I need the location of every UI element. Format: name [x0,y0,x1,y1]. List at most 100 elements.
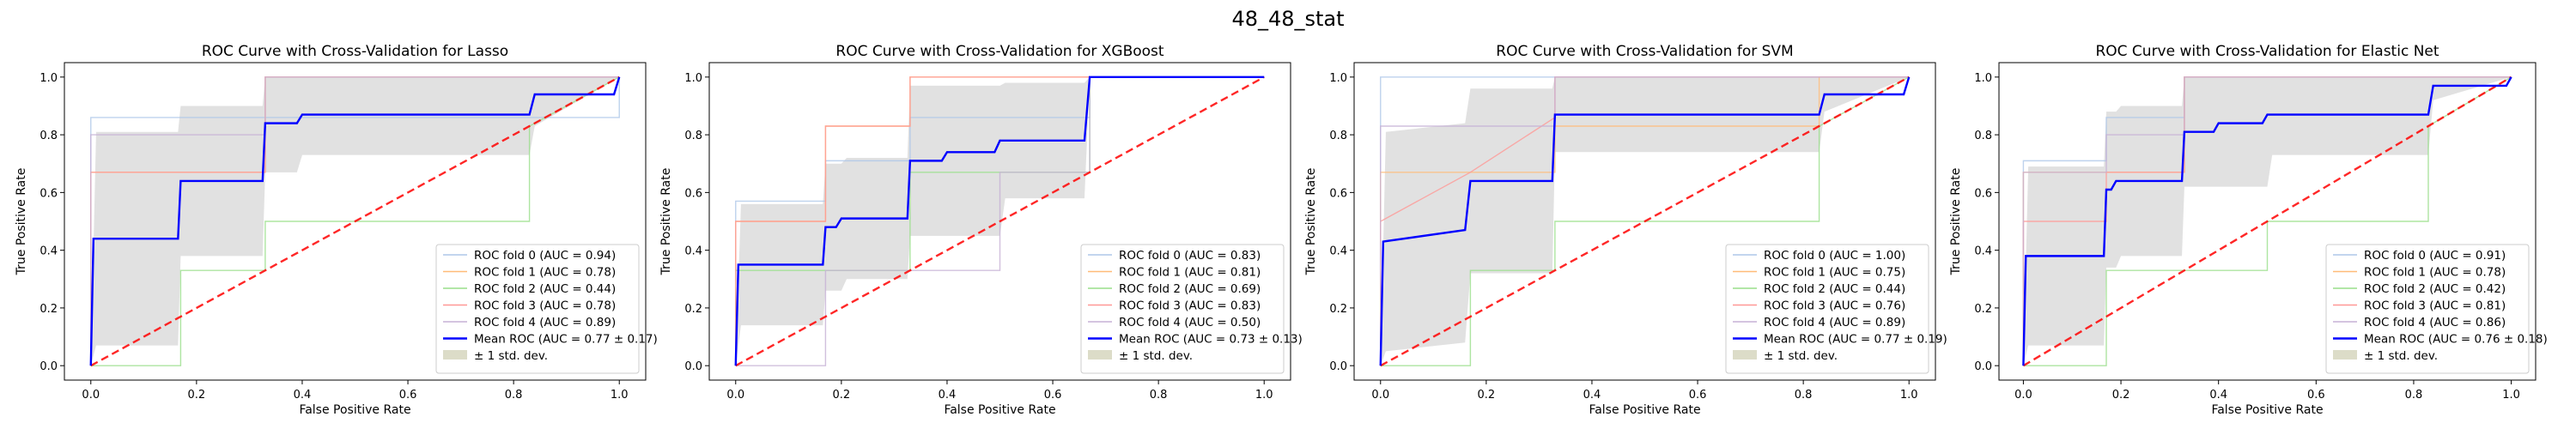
y-tick-label: 0.4 [684,245,702,258]
legend-mean-label: Mean ROC (AUC = 0.76 ± 0.18) [2364,333,2548,347]
y-tick-label: 1.0 [39,72,58,85]
legend-box [1725,244,1929,374]
x-tick-label: 0.0 [1371,389,1389,402]
legend-fold-2-label: ROC fold 2 (AUC = 0.44) [1764,282,1905,296]
x-tick-label: 0.6 [2307,389,2325,402]
y-tick-label: 1.0 [1329,72,1347,85]
y-tick-label: 0.8 [39,130,58,142]
mean-roc-line [1379,76,1911,366]
y-axis-label: True Positive Rate [1304,168,1318,276]
y-tick-label: 1.0 [1974,72,1992,85]
legend-fold-1-label: ROC fold 1 (AUC = 0.78) [474,266,616,280]
legend-box [1080,244,1285,374]
x-tick-label: 0.8 [2405,389,2423,402]
x-tick-label: 0.2 [188,389,206,402]
roc-panel-2: 0.0 0.0 0.2 0.2 0.4 0.4 0.6 0.6 0.8 0.8 1.0 1.0 ROC … [1304,43,1947,417]
x-tick-label: 0.8 [1150,389,1168,402]
mean-roc-line [89,76,621,366]
legend-fold-3-label: ROC fold 3 (AUC = 0.78) [474,299,616,313]
legend-fold-0-label: ROC fold 0 (AUC = 0.83) [1119,249,1261,263]
x-tick-label: 0.4 [1583,389,1601,402]
y-axis-label: True Positive Rate [1949,168,1963,276]
legend-fold-2-label: ROC fold 2 (AUC = 0.42) [2364,282,2506,296]
x-tick-label: 0.4 [2209,389,2227,402]
roc-fold-2-line [90,76,620,366]
y-tick-label: 0.6 [1329,187,1347,200]
y-tick-label: 0.0 [684,360,702,373]
roc-panel-0: 0.0 0.0 0.2 0.2 0.4 0.4 0.6 0.6 0.8 0.8 1.0 1.0 ROC … [15,43,658,417]
legend-mean-label: Mean ROC (AUC = 0.77 ± 0.17) [474,333,658,347]
legend-mean-label: Mean ROC (AUC = 0.77 ± 0.19) [1764,333,1947,347]
legend-mean-label: Mean ROC (AUC = 0.73 ± 0.13) [1119,333,1303,347]
mean-roc-line [734,76,1265,366]
y-tick-label: 0.4 [39,245,58,258]
legend-fold-4-label: ROC fold 4 (AUC = 0.89) [1764,316,1905,329]
legend-band-label: ± 1 std. dev. [2364,349,2438,363]
x-tick-label: 1.0 [1255,389,1273,402]
figure-title: 48_48_stat [1231,7,1344,31]
chance-line [735,76,1265,367]
roc-fold-4-line [2022,76,2512,366]
legend-fold-0-label: ROC fold 0 (AUC = 1.00) [1764,249,1905,263]
y-axis-label: True Positive Rate [15,168,28,276]
x-tick-label: 0.2 [833,389,851,402]
x-axis-label: False Positive Rate [2211,403,2323,417]
x-tick-label: 0.8 [1795,389,1813,402]
y-tick-label: 0.2 [684,303,702,316]
roc-fold-3-line [735,76,1265,366]
legend-band-swatch [443,350,467,360]
legend-band-label: ± 1 std. dev. [1764,349,1838,363]
x-tick-label: 0.6 [1689,389,1707,402]
legend-fold-4-label: ROC fold 4 (AUC = 0.89) [474,316,616,329]
roc-fold-4-line [90,76,620,366]
y-tick-label: 0.2 [39,303,58,316]
legend-band-label: ± 1 std. dev. [474,349,548,363]
x-tick-label: 0.6 [1044,389,1062,402]
y-axis-label: True Positive Rate [659,168,673,276]
x-tick-label: 1.0 [2502,389,2520,402]
x-axis-label: False Positive Rate [1589,403,1700,417]
legend-band-swatch [2333,350,2357,360]
legend: ROC fold 0 (AUC = 0.83) ROC fold 1 (AUC =… [1080,244,1303,374]
x-tick-label: 0.2 [1478,389,1496,402]
x-tick-label: 0.0 [726,389,744,402]
y-tick-label: 0.6 [684,187,702,200]
x-tick-label: 0.6 [399,389,417,402]
y-tick-label: 1.0 [684,72,702,85]
x-tick-label: 0.0 [2014,389,2032,402]
x-tick-label: 0.4 [939,389,957,402]
legend-fold-4-label: ROC fold 4 (AUC = 0.50) [1119,316,1261,329]
panel-title: ROC Curve with Cross-Validation for XGBo… [835,43,1164,60]
y-tick-label: 0.0 [39,360,58,373]
legend-fold-1-label: ROC fold 1 (AUC = 0.75) [1764,266,1905,280]
panel-title: ROC Curve with Cross-Validation for SVM [1496,43,1793,60]
x-tick-label: 0.0 [82,389,100,402]
panels: 0.0 0.0 0.2 0.2 0.4 0.4 0.6 0.6 0.8 0.8 1.0 1.0 ROC … [15,43,2548,417]
y-tick-label: 0.8 [1329,130,1347,142]
chance-line [90,76,620,367]
chance-line [1380,76,1910,367]
mean-roc-line [2022,76,2512,366]
legend-band-swatch [1733,350,1757,360]
legend: ROC fold 0 (AUC = 0.91) ROC fold 1 (AUC =… [2325,244,2548,374]
panel-title: ROC Curve with Cross-Validation for Lass… [202,43,508,60]
chance-line [2022,76,2512,367]
roc-fold-2-line [2023,76,2512,366]
y-tick-label: 0.6 [1974,187,1992,200]
y-tick-label: 0.2 [1329,303,1347,316]
legend-fold-0-label: ROC fold 0 (AUC = 0.94) [474,249,616,263]
x-tick-label: 1.0 [1900,389,1918,402]
x-tick-label: 1.0 [611,389,629,402]
y-tick-label: 0.4 [1974,245,1992,258]
axes-frame [708,62,1291,381]
legend-fold-1-label: ROC fold 1 (AUC = 0.78) [2364,266,2506,280]
legend-fold-1-label: ROC fold 1 (AUC = 0.81) [1119,266,1261,280]
legend-fold-2-label: ROC fold 2 (AUC = 0.44) [474,282,616,296]
legend-fold-3-label: ROC fold 3 (AUC = 0.76) [1764,299,1905,313]
roc-panel-3: 0.0 0.0 0.2 0.2 0.4 0.4 0.6 0.6 0.8 0.8 1.0 1.0 ROC … [1949,43,2548,417]
panel-title: ROC Curve with Cross-Validation for Elas… [2095,43,2439,60]
x-axis-label: False Positive Rate [944,403,1055,417]
legend-band-label: ± 1 std. dev. [1119,349,1193,363]
